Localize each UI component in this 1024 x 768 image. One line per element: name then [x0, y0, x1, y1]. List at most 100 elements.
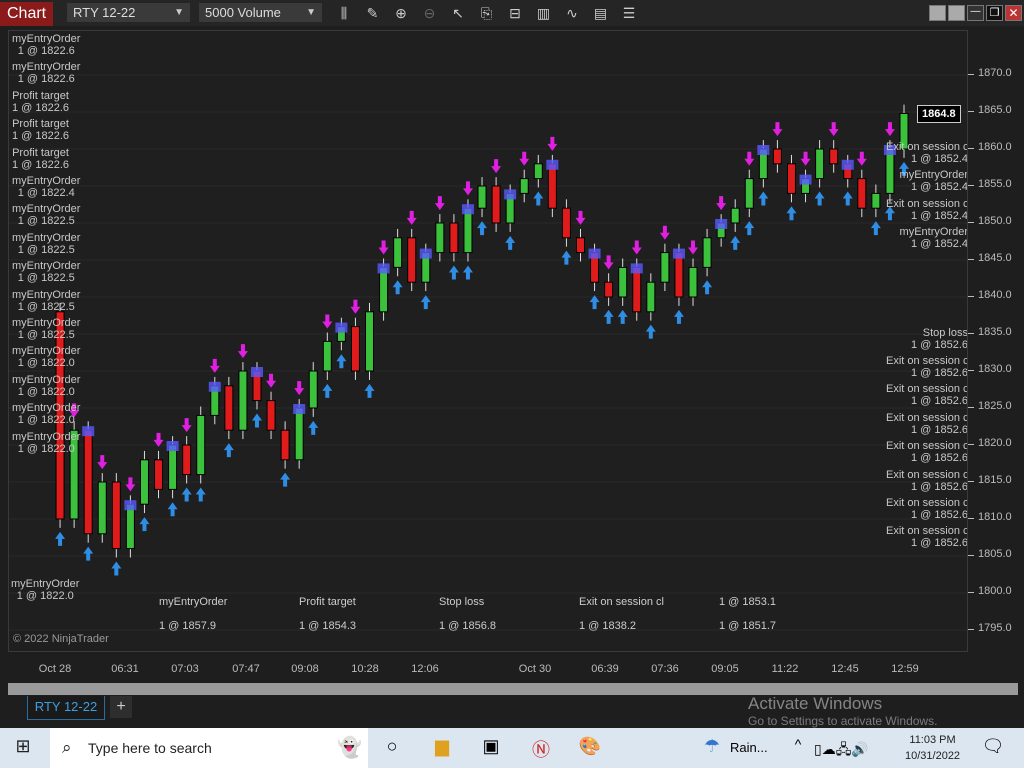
drawing-tool-icon[interactable]: ✎: [366, 5, 379, 21]
order-label: myEntryOrder 1 @ 1822.6: [12, 33, 81, 57]
order-label: Exit on session cl 1 @ 1852.6: [886, 355, 968, 379]
candle-body: [674, 252, 684, 298]
buy-arrow-icon: [645, 324, 656, 339]
restore-button[interactable]: ❐: [986, 5, 1003, 21]
order-label-overlap: Exit on session cl: [579, 596, 664, 608]
price-chart[interactable]: myEntryOrder Profit target Stop loss Exit o…: [8, 30, 968, 652]
candle-body: [632, 266, 642, 313]
price-tick-label: 1850.0: [968, 215, 1012, 227]
file-explorer-icon[interactable]: ▆: [435, 736, 449, 756]
time-tick-label: 07:47: [232, 663, 260, 675]
last-price-marker: 1864.8: [917, 105, 961, 124]
sell-arrow-icon: [631, 240, 642, 255]
terminal-icon[interactable]: ▣: [482, 736, 500, 756]
chart-trader-icon[interactable]: ⊟: [509, 5, 521, 21]
weather-text[interactable]: Rain...: [730, 740, 768, 755]
search-placeholder: Type here to search: [88, 740, 212, 756]
buy-arrow-icon: [420, 295, 431, 310]
time-axis[interactable]: Oct 28 06:31 07:03 07:47 09:08 10:28 12:06 Oct …: [8, 652, 968, 682]
trade-highlight: [250, 367, 263, 377]
paint-icon[interactable]: 🎨: [578, 736, 602, 756]
candle-body: [308, 370, 318, 409]
buy-arrow-icon: [533, 191, 544, 206]
candle-body: [561, 207, 571, 239]
candle-body: [196, 414, 206, 476]
interval-value: 5000 Volume: [205, 5, 281, 20]
buy-arrow-icon: [167, 502, 178, 517]
candle-body: [618, 266, 628, 298]
close-button[interactable]: ✕: [1005, 5, 1022, 21]
chevron-down-icon: ▼: [174, 7, 184, 18]
buy-arrow-icon: [462, 265, 473, 280]
task-view-icon[interactable]: ○: [386, 736, 398, 756]
minimize-button[interactable]: —: [967, 5, 984, 21]
chevron-up-icon[interactable]: ^: [794, 736, 802, 752]
sell-arrow-icon: [659, 225, 670, 240]
instrument-selector[interactable]: RTY 12-22 ▼: [67, 3, 190, 22]
sell-arrow-icon: [462, 181, 473, 196]
buy-arrow-icon: [251, 413, 262, 428]
price-axis[interactable]: 1870.0 1865.0 1860.0 1855.0 1850.0 1845.0 1840…: [968, 30, 1024, 652]
buy-arrow-icon: [730, 235, 741, 250]
window-button[interactable]: [929, 5, 946, 21]
notifications-icon[interactable]: 🗨: [981, 736, 1005, 756]
data-box-icon[interactable]: ⎘: [480, 5, 493, 21]
strategies-icon[interactable]: ∿: [566, 5, 578, 21]
windows-start-icon[interactable]: ⊞: [15, 736, 31, 756]
order-label-overlap: 1 @ 1851.7: [719, 620, 777, 632]
indicators-icon[interactable]: ▥: [536, 5, 551, 21]
tab-rty-12-22[interactable]: RTY 12-22: [27, 696, 105, 720]
horizontal-scrollbar[interactable]: [8, 683, 1018, 695]
buy-arrow-icon: [280, 472, 291, 487]
trade-highlight: [672, 248, 685, 259]
price-tick-label: 1830.0: [968, 363, 1012, 375]
buy-arrow-icon: [561, 250, 572, 265]
window-button[interactable]: [948, 5, 965, 21]
properties-icon[interactable]: ☰: [622, 5, 636, 21]
sell-arrow-icon: [406, 210, 417, 225]
time-tick-label: 12:59: [891, 663, 919, 675]
price-tick-label: 1835.0: [968, 326, 1012, 338]
sell-arrow-icon: [378, 240, 389, 255]
candle-body: [449, 222, 459, 254]
sell-arrow-icon: [266, 373, 277, 388]
candle-body: [280, 429, 290, 461]
sell-arrow-icon: [547, 136, 558, 151]
ninjatrader-icon[interactable]: Ⓝ: [532, 740, 550, 760]
clock[interactable]: 11:03 PM 10/31/2022: [905, 734, 961, 762]
add-tab-button[interactable]: +: [110, 696, 132, 718]
candle-body: [744, 178, 754, 209]
trade-highlight: [335, 322, 348, 333]
sell-arrow-icon: [884, 122, 895, 137]
trade-highlight: [883, 145, 896, 155]
candle-body: [688, 266, 698, 298]
pointer-icon[interactable]: ↖: [452, 5, 464, 21]
candle-body: [238, 370, 248, 431]
price-tick-label: 1865.0: [968, 104, 1012, 116]
price-tick-label: 1810.0: [968, 511, 1012, 523]
candle-body: [111, 481, 121, 550]
price-tick-label: 1795.0: [968, 622, 1012, 634]
sell-arrow-icon: [491, 159, 502, 174]
templates-icon[interactable]: ▤: [593, 5, 608, 21]
candle-body: [154, 459, 164, 490]
trade-highlight: [208, 381, 221, 392]
taskbar: ⊞ ⌕ Type here to search 👻 ○ ▆ ▣ Ⓝ 🎨 ☂ Ra…: [0, 728, 1024, 768]
tray-icons[interactable]: ▯☁🖧🔊: [814, 741, 869, 757]
zoom-in-icon[interactable]: ⊕: [395, 5, 407, 21]
time-tick-label: 07:03: [171, 663, 199, 675]
zoom-out-icon[interactable]: ⊖: [423, 5, 436, 21]
buy-arrow-icon: [336, 354, 347, 369]
time-tick-label: 06:39: [591, 663, 619, 675]
taskbar-search[interactable]: ⌕ Type here to search 👻: [50, 728, 368, 768]
order-label: Exit on session cl 1 @ 1852.6: [886, 383, 968, 408]
order-label-overlap: 1 @ 1856.8: [439, 620, 497, 632]
order-label: myEntryOrder 1 @ 1822.0: [11, 578, 80, 602]
bar-type-icon[interactable]: ⫼: [340, 5, 348, 21]
interval-selector[interactable]: 5000 Volume ▼: [199, 3, 322, 22]
trade-highlight: [124, 500, 137, 511]
buy-arrow-icon: [55, 531, 66, 546]
trade-highlight: [799, 174, 812, 185]
order-label: Exit on session cl 1 @ 1852.6: [886, 497, 968, 521]
buy-arrow-icon: [744, 221, 755, 236]
